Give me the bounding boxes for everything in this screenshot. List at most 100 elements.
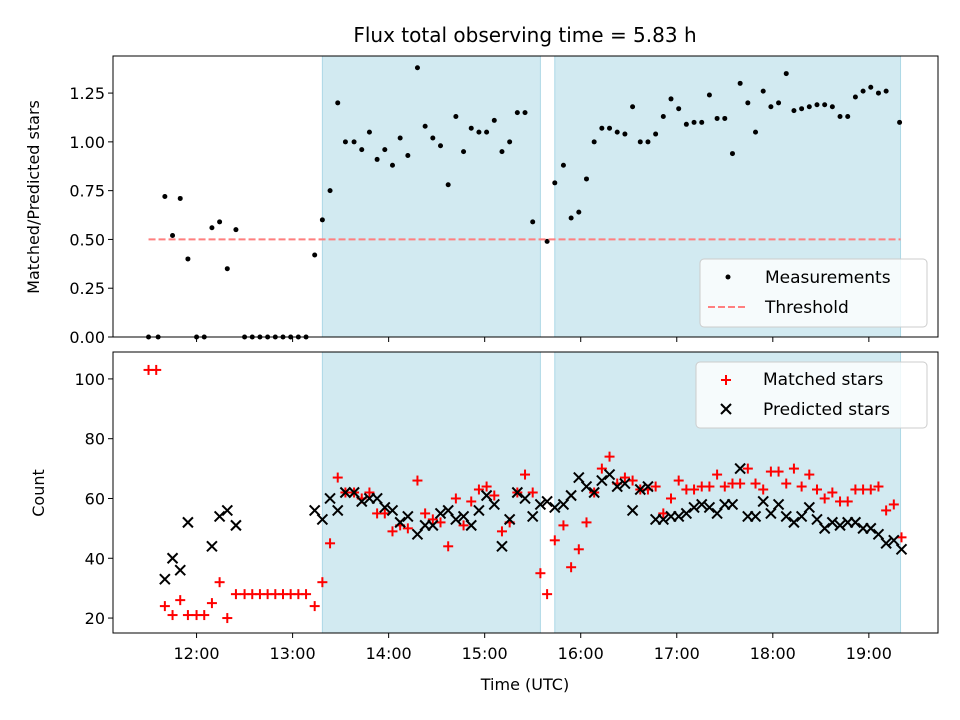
predicted-stars-point — [880, 537, 892, 550]
y-tick-label: 0.75 — [69, 182, 105, 201]
matched-stars-point — [443, 541, 454, 552]
panel-count-ylabel: Count — [29, 469, 48, 517]
measurement-point — [783, 71, 789, 77]
measurement-point — [461, 149, 467, 155]
measurement-point — [327, 188, 333, 194]
measurement-point — [209, 225, 215, 231]
measurement-point — [522, 110, 528, 116]
measurement-point — [760, 88, 766, 94]
measurement-point — [233, 227, 239, 233]
matched-stars-point — [704, 481, 715, 492]
measurement-point — [583, 176, 589, 182]
legend-matched-label: Matched stars — [763, 370, 883, 390]
matched-stars-point — [489, 490, 500, 501]
predicted-stars-point — [834, 519, 846, 532]
matched-stars-point — [309, 601, 320, 612]
measurement-point — [745, 100, 751, 106]
measurement-point — [445, 182, 451, 188]
measurement-point — [706, 92, 712, 98]
matched-stars-point — [811, 484, 822, 495]
measurement-point — [799, 106, 805, 112]
y-tick-label: 0.00 — [69, 328, 105, 347]
measurement-point — [614, 129, 620, 135]
observing-window — [321, 55, 541, 338]
measurement-point — [499, 149, 505, 155]
matched-stars-point — [689, 484, 700, 495]
predicted-stars-point — [803, 501, 816, 514]
legend-threshold-label: Threshold — [764, 298, 849, 318]
predicted-stars-point — [734, 462, 746, 475]
matched-stars-point — [796, 481, 807, 492]
x-tick-label: 13:00 — [270, 644, 316, 663]
measurement-point — [351, 139, 357, 145]
measurement-point — [422, 123, 428, 129]
matched-stars-point — [167, 610, 178, 621]
measurement-point — [737, 80, 743, 86]
predicted-stars-point — [386, 504, 399, 517]
x-axis-label: Time (UTC) — [480, 675, 569, 694]
measurement-point — [430, 135, 436, 141]
y-tick-label: 0.50 — [69, 230, 105, 249]
legend-ratio-box — [699, 258, 928, 328]
predicted-stars-point — [541, 495, 553, 508]
measurement-point — [414, 65, 420, 71]
predicted-stars-point — [221, 504, 233, 517]
measurement-point — [897, 119, 903, 125]
y-tick-label: 80 — [85, 430, 105, 449]
predicted-stars-point — [549, 501, 561, 514]
matched-stars-point — [206, 598, 217, 609]
predicted-stars-point — [534, 498, 547, 511]
y-tick-label: 0.25 — [69, 279, 105, 298]
matched-stars-point — [317, 577, 328, 588]
predicted-stars-point — [434, 507, 447, 520]
predicted-stars-point — [788, 516, 800, 529]
predicted-stars-point — [642, 480, 654, 493]
predicted-stars-point — [634, 483, 646, 496]
predicted-stars-point — [166, 552, 179, 564]
matched-stars-point — [427, 514, 438, 525]
measurement-point — [814, 102, 820, 108]
measurement-point — [560, 162, 566, 168]
x-tick-label: 15:00 — [462, 644, 508, 663]
measurement-point — [637, 139, 643, 145]
measurement-point — [683, 121, 689, 127]
matched-stars-point — [742, 463, 753, 474]
measurement-point — [374, 156, 380, 162]
measurement-point — [576, 209, 582, 215]
predicted-stars-point — [657, 513, 670, 526]
matched-stars-point — [387, 526, 398, 537]
measurement-point — [806, 104, 812, 110]
predicted-stars-point — [757, 495, 769, 508]
predicted-stars-point — [496, 540, 508, 553]
predicted-stars-point — [503, 513, 516, 526]
matched-stars-point — [159, 601, 170, 612]
predicted-stars-point — [511, 486, 524, 499]
predicted-stars-point — [394, 516, 406, 529]
predicted-stars-point — [339, 486, 352, 499]
matched-stars-point — [222, 613, 233, 624]
legend-predicted-marker — [720, 403, 732, 415]
matched-stars-point — [619, 472, 630, 483]
measurement-point — [729, 151, 735, 157]
measurement-point — [676, 106, 682, 112]
matched-stars-point — [604, 451, 615, 462]
matched-stars-point — [520, 469, 531, 480]
panel-count-frame — [112, 351, 939, 634]
predicted-stars-point — [182, 516, 194, 529]
y-tick-label: 20 — [85, 609, 105, 628]
measurement-point — [837, 113, 843, 119]
measurement-point — [185, 256, 191, 262]
matched-stars-point — [182, 610, 193, 621]
x-tick-label: 14:00 — [366, 644, 412, 663]
panel-ratio-frame — [112, 55, 939, 338]
matched-stars-point — [214, 577, 225, 588]
predicted-stars-point — [703, 501, 716, 514]
predicted-stars-point — [488, 498, 500, 511]
measurement-point — [476, 129, 482, 135]
predicted-stars-point — [332, 504, 344, 517]
measurement-point — [714, 115, 720, 121]
measurement-point — [607, 125, 613, 131]
measurement-point — [453, 113, 459, 119]
measurement-point — [224, 266, 230, 272]
legend-ratio: Measurements Threshold — [699, 258, 928, 328]
